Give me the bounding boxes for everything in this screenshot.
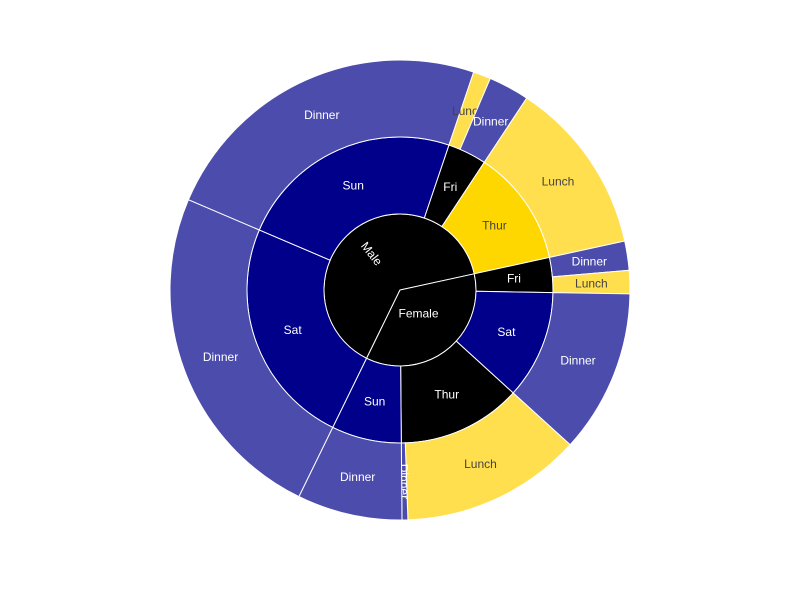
sunburst-segment-male-sun-dinner[interactable] <box>187 59 475 231</box>
sunburst-label-female-sat: Sat <box>497 325 516 339</box>
sunburst-label-female-fri-dinner: Dinner <box>572 254 607 268</box>
sunburst-label-male-sat: Sat <box>284 323 303 337</box>
sunburst-label-male-thur-lunch: Lunch <box>542 175 575 189</box>
sunburst-label-female-sun-dinner: Dinner <box>340 470 375 484</box>
sunburst-label-female-fri: Fri <box>507 272 521 286</box>
sunburst-label-male-sun: Sun <box>343 178 364 192</box>
sunburst-label-male-sun-dinner: Dinner <box>304 108 339 122</box>
sunburst-segment-male-sat-dinner[interactable] <box>169 199 334 498</box>
sunburst-label-male-sat-dinner: Dinner <box>203 350 238 364</box>
sunburst-label-female-fri-lunch: Lunch <box>575 276 608 290</box>
sunburst-label-male-fri: Fri <box>443 180 457 194</box>
sunburst-label-female-sun: Sun <box>364 395 385 409</box>
sunburst-segment-female-sun-dinner[interactable] <box>298 426 403 521</box>
sunburst-label-female-thur-lunch: Lunch <box>464 457 497 471</box>
sunburst-label-male-fri-dinner: Dinner <box>473 114 508 128</box>
sunburst-label-female: Female <box>399 307 439 321</box>
sunburst-label-male-thur: Thur <box>482 218 507 232</box>
sunburst-label-female-thur: Thur <box>434 388 459 402</box>
sunburst-label-female-sat-dinner: Dinner <box>560 354 595 368</box>
